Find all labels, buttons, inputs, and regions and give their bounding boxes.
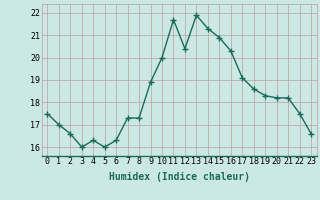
X-axis label: Humidex (Indice chaleur): Humidex (Indice chaleur): [109, 172, 250, 182]
